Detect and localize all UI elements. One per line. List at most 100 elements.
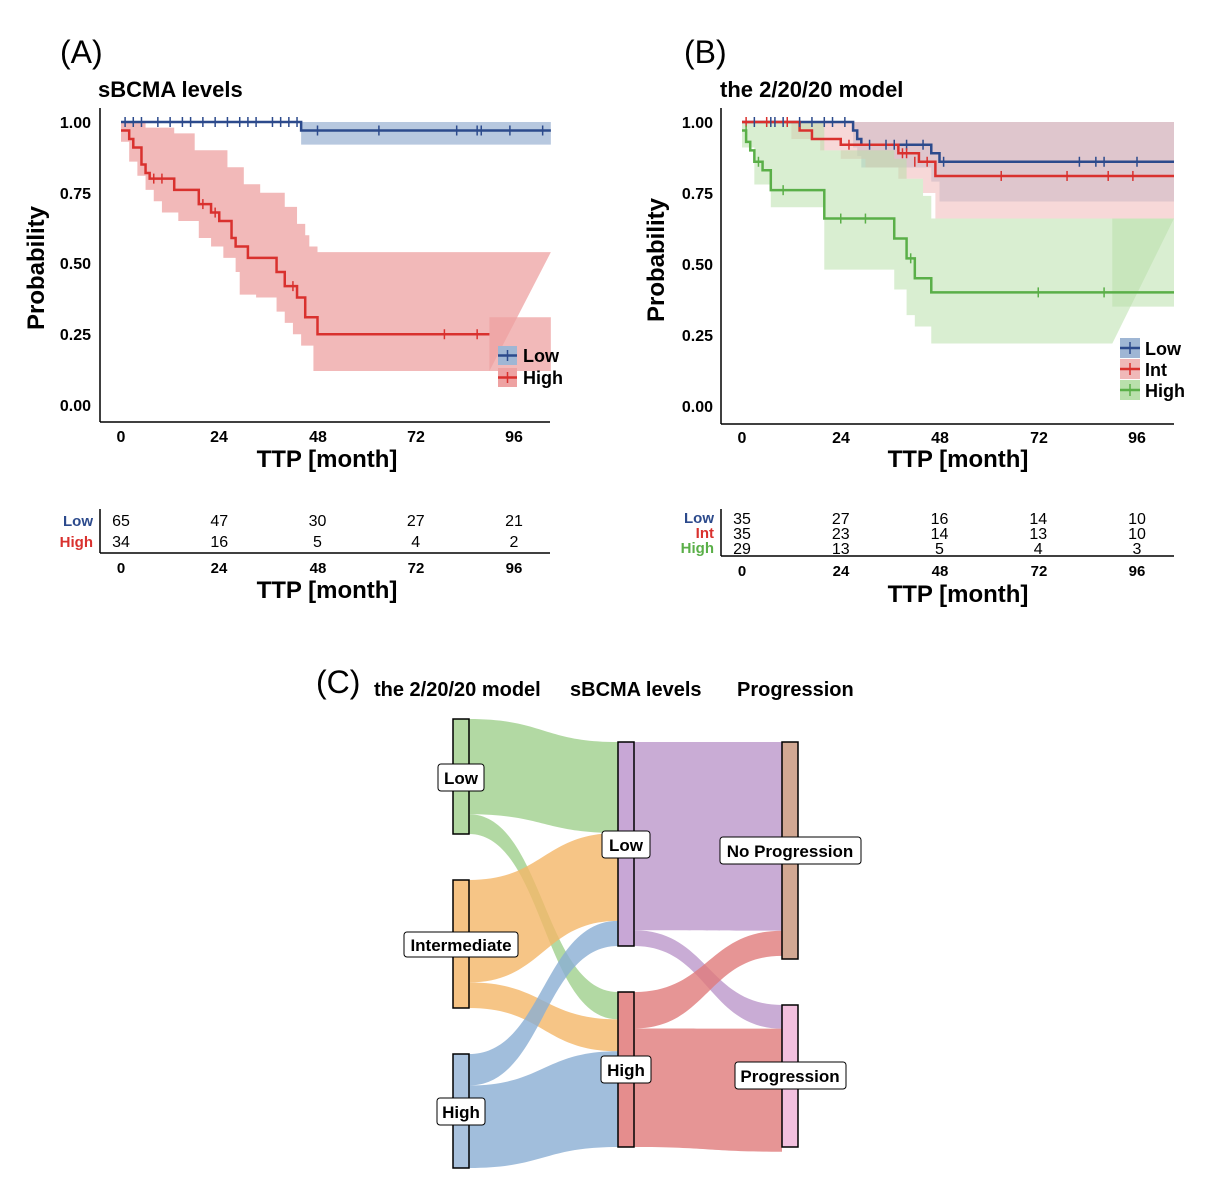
x-tick-label: 72 (407, 429, 425, 446)
risk-count: 13 (832, 541, 850, 558)
risk-count: 16 (210, 534, 228, 551)
panel-a-censor-marks (124, 117, 544, 340)
y-tick-label: 0.25 (60, 327, 91, 344)
risk-count: 35 (733, 511, 751, 528)
panel-a-survival-curves (121, 120, 551, 336)
panel-a: (A) sBCMA levels 1.00 0.75 0.50 0.25 0.0… (23, 34, 563, 604)
risk-count: 21 (505, 513, 523, 530)
risk-count: 13 (1029, 526, 1047, 543)
risk-count: 4 (1034, 541, 1043, 558)
y-tick-label: 1.00 (60, 115, 91, 132)
ci-band-high (121, 122, 551, 372)
x-tick-label: 24 (832, 430, 850, 447)
risk-count: 4 (411, 534, 420, 551)
x-tick-label: 96 (505, 429, 523, 446)
risk-count: 2 (510, 534, 519, 551)
survival-curve-high (121, 129, 490, 336)
sankey-column-header: Progression (737, 679, 854, 701)
y-tick-label: 0.50 (682, 257, 713, 274)
label-box (600, 1055, 652, 1084)
label-box (719, 836, 862, 865)
x-tick-label: 0 (117, 429, 126, 446)
x-tick-label: 96 (1128, 430, 1146, 447)
panel-b-x-ticks: 0 24 48 72 96 (738, 430, 1146, 447)
sankey-link-m_int-s_low (469, 833, 618, 983)
risk-x-tick: 0 (117, 560, 125, 577)
panel-a-confidence-bands (121, 122, 551, 372)
node-label-sbcma-high: High (607, 1061, 645, 1080)
panel-a-risk-table: Low High 65 47 30 27 21 34 16 5 4 2 0 24 48 72 96… (60, 509, 550, 604)
risk-x-axis-title: TTP [month] (888, 581, 1029, 608)
risk-strata-high: High (60, 534, 93, 551)
risk-count: 47 (210, 513, 228, 530)
risk-count: 10 (1128, 526, 1146, 543)
node-label-model-high: High (442, 1103, 480, 1122)
legend-label-low: Low (523, 346, 560, 366)
x-tick-label: 72 (1030, 430, 1048, 447)
sankey-column-header: the 2/20/20 model (374, 679, 541, 701)
risk-count: 27 (832, 511, 850, 528)
label-box (734, 1061, 847, 1090)
risk-x-tick: 48 (932, 563, 949, 580)
risk-count: 10 (1128, 511, 1146, 528)
risk-x-axis-title: TTP [month] (257, 577, 398, 604)
panel-b: (B) the 2/20/20 model 1.00 0.75 0.50 0.2… (643, 34, 1185, 608)
risk-count: 30 (309, 513, 327, 530)
risk-count: 14 (1029, 511, 1047, 528)
panel-c-letter: (C) (316, 664, 360, 700)
panel-a-legend: Low High (498, 346, 563, 388)
ci-band-int (742, 122, 1174, 219)
risk-x-tick: 48 (310, 560, 327, 577)
sankey-link-m_high-s_high (469, 1051, 618, 1168)
sankey-link-m_high-s_low (469, 920, 618, 1086)
panel-a-y-ticks: 1.00 0.75 0.50 0.25 0.00 (60, 115, 91, 415)
panel-b-censor-marks (745, 117, 1138, 298)
survival-curve-low (121, 120, 551, 132)
label-box (601, 830, 651, 859)
panel-b-letter: (B) (684, 34, 727, 70)
sankey-link-s_high-p_yes (634, 1028, 782, 1152)
risk-strata-high: High (681, 540, 714, 557)
risk-count: 65 (112, 513, 130, 530)
sankey-link-m_int-s_high (469, 982, 618, 1052)
panel-b-y-ticks: 1.00 0.75 0.50 0.25 0.00 (682, 115, 713, 416)
y-tick-label: 0.50 (60, 256, 91, 273)
risk-count: 5 (313, 534, 322, 551)
panel-b-title: the 2/20/20 model (720, 77, 903, 102)
x-tick-label: 48 (309, 429, 327, 446)
ci-band-high (742, 122, 1174, 344)
risk-x-tick: 24 (833, 563, 850, 580)
ci-band-tail-high (1112, 218, 1174, 307)
risk-strata-low: Low (63, 513, 93, 530)
label-box (437, 763, 485, 792)
risk-x-tick: 72 (408, 560, 425, 577)
sankey-column-header: sBCMA levels (570, 679, 702, 701)
node-label-intermediate: Intermediate (410, 936, 511, 955)
risk-count: 5 (935, 541, 944, 558)
risk-x-tick: 96 (506, 560, 523, 577)
x-tick-label: 48 (931, 430, 949, 447)
risk-strata-int: Int (696, 525, 714, 542)
risk-count: 3 (1133, 541, 1142, 558)
y-tick-label: 0.75 (682, 186, 713, 203)
survival-curve-high (742, 129, 1174, 294)
panel-b-x-axis-title: TTP [month] (888, 446, 1029, 473)
sankey-link-s_high-p_no (634, 930, 782, 1029)
x-tick-label: 24 (210, 429, 228, 446)
node-label-sbcma-low: Low (609, 836, 644, 855)
risk-count: 23 (832, 526, 850, 543)
panel-c: (C) the 2/20/20 model sBCMA levels Progr… (316, 664, 862, 1169)
label-box (403, 931, 519, 958)
sankey-node-labels: Low Intermediate High Low High No Progre… (403, 763, 862, 1126)
node-label-progression: Progression (740, 1067, 839, 1086)
survival-curve-low (742, 120, 1174, 164)
node-label-model-low: Low (444, 769, 479, 788)
risk-count: 27 (407, 513, 425, 530)
legend-label-int: Int (1145, 360, 1167, 380)
y-tick-label: 0.25 (682, 328, 713, 345)
legend-label-low: Low (1145, 339, 1182, 359)
panel-b-confidence-bands (742, 122, 1174, 344)
